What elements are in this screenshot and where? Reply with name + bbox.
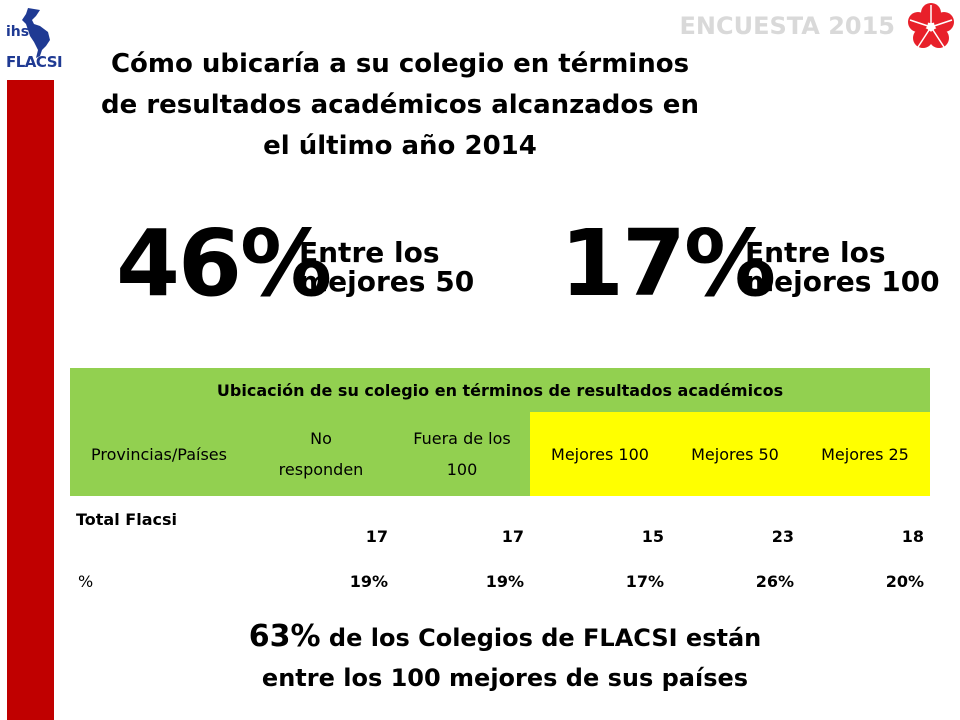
highlight-label-top50: Entre los mejores 50 xyxy=(299,238,474,296)
highlight-label-top50-line2: mejores 50 xyxy=(299,265,475,298)
column-header-line: responden xyxy=(278,460,364,479)
column-header-line: Mejores 100 xyxy=(551,444,649,464)
highlight-value-top100: 17% xyxy=(560,210,776,317)
table-cell: 26% xyxy=(755,571,794,591)
title-line-1: Cómo ubicaría a su colegio en términos xyxy=(110,49,690,79)
column-header-line: Provincias/Países xyxy=(91,444,227,464)
highlight-label-top100: Entre los mejores 100 xyxy=(745,238,940,296)
table-header-row: Provincias/Países No responden Fuera de … xyxy=(70,412,930,496)
americas-map-icon xyxy=(6,6,58,72)
row-label: % xyxy=(78,571,94,591)
table-cell: 17 xyxy=(365,526,388,546)
summary-line-1: 63% de los Colegios de FLACSI están xyxy=(200,617,810,658)
table-cell: 19% xyxy=(485,571,524,591)
column-header: Provincias/Países xyxy=(70,412,248,496)
page-title: Cómo ubicaría a su colegio en términos d… xyxy=(80,44,720,167)
left-red-bar xyxy=(7,80,54,720)
table-cell: 20% xyxy=(885,571,924,591)
column-header-line: 100 xyxy=(446,460,478,479)
summary-line-2: entre los 100 mejores de sus países xyxy=(261,664,749,692)
column-header: No responden xyxy=(248,412,394,496)
table-cell: 19% xyxy=(349,571,388,591)
column-header-line: Fuera de los xyxy=(413,429,511,448)
table-cell: 23 xyxy=(771,526,794,546)
row-label: Total Flacsi xyxy=(76,510,177,529)
table-cell: 15 xyxy=(641,526,664,546)
column-header-line: Mejores 25 xyxy=(821,444,909,464)
column-header-line: Mejores 50 xyxy=(691,444,779,464)
ihs-flacsi-logo: ihs FLACSI xyxy=(6,6,63,72)
summary-text-1: de los Colegios de FLACSI están xyxy=(320,624,762,652)
column-header-line: No xyxy=(310,429,332,448)
logo-flacsi-text: FLACSI xyxy=(6,53,63,71)
table-row: Total Flacsi 17 17 15 23 18 xyxy=(70,496,930,566)
summary-footer: 63% de los Colegios de FLACSI están entr… xyxy=(200,617,810,698)
logo-ihs-text: ihs xyxy=(6,24,30,40)
column-header: Mejores 100 xyxy=(530,412,670,496)
table-caption: Ubicación de su colegio en términos de r… xyxy=(70,368,930,412)
highlight-label-top100-line1: Entre los xyxy=(745,236,886,269)
red-flower-icon xyxy=(908,3,954,48)
column-header: Mejores 50 xyxy=(670,412,800,496)
table-row: % 19% 19% 17% 26% 20% xyxy=(70,566,930,596)
highlight-value-top50: 46% xyxy=(116,210,332,317)
results-table: Ubicación de su colegio en términos de r… xyxy=(70,368,930,596)
title-line-3: el último año 2014 xyxy=(263,131,537,161)
table-cell: 17% xyxy=(625,571,664,591)
survey-year-label: ENCUESTA 2015 xyxy=(679,12,896,40)
table-cell: 18 xyxy=(901,526,924,546)
summary-percentage: 63% xyxy=(248,619,321,654)
title-line-2: de resultados académicos alcanzados en xyxy=(101,90,699,120)
column-header: Mejores 25 xyxy=(800,412,930,496)
highlight-label-top100-line2: mejores 100 xyxy=(745,265,940,298)
column-header: Fuera de los 100 xyxy=(394,412,530,496)
highlight-label-top50-line1: Entre los xyxy=(299,236,440,269)
table-cell: 17 xyxy=(501,526,524,546)
